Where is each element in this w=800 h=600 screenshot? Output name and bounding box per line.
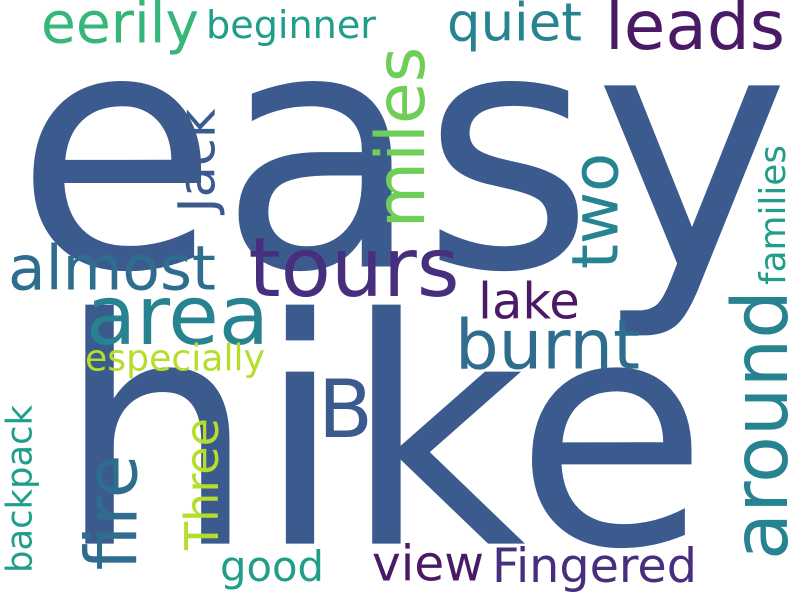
word-B: B <box>318 362 373 456</box>
word-beginner: beginner <box>206 2 376 47</box>
word-miles: miles <box>361 46 441 229</box>
word-eerily: eerily <box>40 0 200 57</box>
word-backpack: backpack <box>0 405 41 573</box>
word-good: good <box>220 542 324 592</box>
word-two: two <box>559 152 634 270</box>
word-lake: lake <box>478 272 580 331</box>
word-area: area <box>85 268 270 364</box>
word-tours: tours <box>248 220 460 316</box>
word-families: families <box>753 145 795 285</box>
word-Three: Three <box>174 418 229 550</box>
word-Jack: Jack <box>168 108 228 213</box>
word-especially: especially <box>84 336 266 380</box>
word-hike: hike <box>56 252 709 600</box>
word-around: around <box>717 290 800 560</box>
word-easy: easy <box>15 0 790 346</box>
word-Fingered: Fingered <box>492 539 697 595</box>
word-almost: almost <box>8 233 216 305</box>
word-quiet: quiet <box>447 0 582 54</box>
word-view: view <box>372 536 484 593</box>
word-burnt: burnt <box>454 305 641 386</box>
word-leads: leads <box>605 0 785 66</box>
word-fire: fire <box>70 454 154 571</box>
